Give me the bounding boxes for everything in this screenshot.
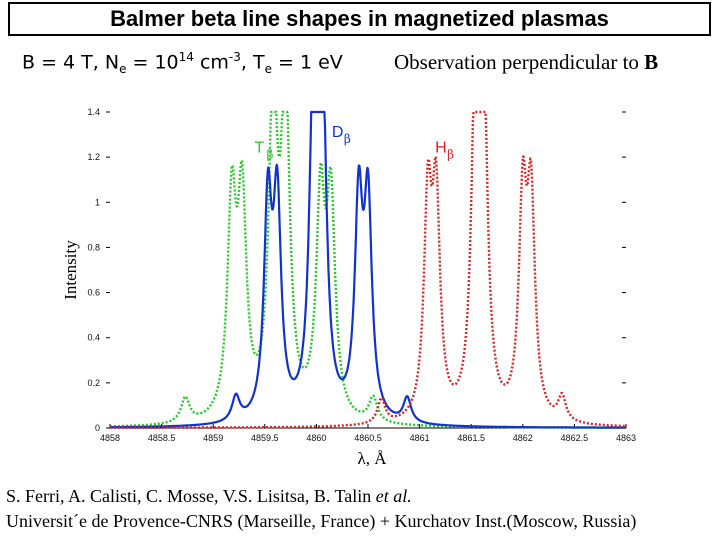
param-ne-sub: e <box>119 62 127 77</box>
param-unit-exp: -3 <box>228 50 241 64</box>
series-d-line <box>109 110 627 429</box>
series-t-label-sub: β <box>266 148 273 162</box>
credits: S. Ferri, A. Calisti, C. Mosse, V.S. Lis… <box>6 484 636 534</box>
param-te-val: = 1 eV <box>271 51 343 74</box>
param-te-sub: e <box>264 62 272 77</box>
series-h-label: H <box>435 140 447 157</box>
param-te: , T <box>240 51 265 74</box>
y-tick-label: 1.2 <box>87 152 100 162</box>
y-tick-label: 0.6 <box>87 288 100 298</box>
observation-text: Observation perpendicular to <box>394 50 645 74</box>
x-tick-label: 4858 <box>100 433 120 443</box>
param-unit: cm <box>193 51 229 74</box>
y-tick-label: 0.8 <box>87 242 100 252</box>
series-d-label: D <box>332 124 344 141</box>
x-tick-label: 4863 <box>616 433 636 443</box>
x-tick-label: 4861 <box>410 433 430 443</box>
x-axis-title: λ, Å <box>357 449 387 468</box>
authors-line: S. Ferri, A. Calisti, C. Mosse, V.S. Lis… <box>6 484 636 509</box>
affiliations-line: Universit´e de Provence-CNRS (Marseille,… <box>6 511 637 531</box>
plasma-parameters: B = 4 T, Ne = 1014 cm-3, Te = 1 eV <box>22 50 343 76</box>
authors: S. Ferri, A. Calisti, C. Mosse, V.S. Lis… <box>6 486 376 506</box>
y-tick-label: 0 <box>95 423 100 433</box>
x-tick-label: 4860.5 <box>354 433 382 443</box>
x-tick-label: 4862.5 <box>561 433 589 443</box>
x-tick-label: 4861.5 <box>457 433 485 443</box>
x-tick-label: 4860 <box>306 433 326 443</box>
param-ne-exp: 14 <box>178 50 194 64</box>
x-tick-label: 4859.5 <box>251 433 279 443</box>
series-t-line <box>109 110 627 429</box>
y-tick-label: 1 <box>95 197 100 207</box>
series-h-line <box>109 110 627 429</box>
x-tick-label: 4858.5 <box>148 433 176 443</box>
series-t-label: T <box>254 140 264 157</box>
authors-et-al: et al. <box>375 486 412 506</box>
param-b: B = 4 T, N <box>22 51 120 74</box>
slide-title: Balmer beta line shapes in magnetized pl… <box>8 2 711 36</box>
x-tick-label: 4859 <box>203 433 223 443</box>
series-h-label-sub: β <box>447 148 454 162</box>
y-axis-title: Intensity <box>61 240 80 300</box>
param-eq: = 10 <box>126 51 179 74</box>
y-tick-label: 1.4 <box>87 107 100 117</box>
x-tick-label: 4862 <box>513 433 533 443</box>
y-tick-label: 0.4 <box>87 333 100 343</box>
chart-series <box>109 110 627 429</box>
observation-field-symbol: B <box>644 50 659 74</box>
series-d-label-sub: β <box>344 132 351 146</box>
chart-axes: 4858 4858.5 4859 4859.5 4860 4860.5 4861 4861.5… <box>61 107 636 468</box>
observation-note: Observation perpendicular to B <box>394 50 658 75</box>
y-tick-label: 0.2 <box>87 378 100 388</box>
